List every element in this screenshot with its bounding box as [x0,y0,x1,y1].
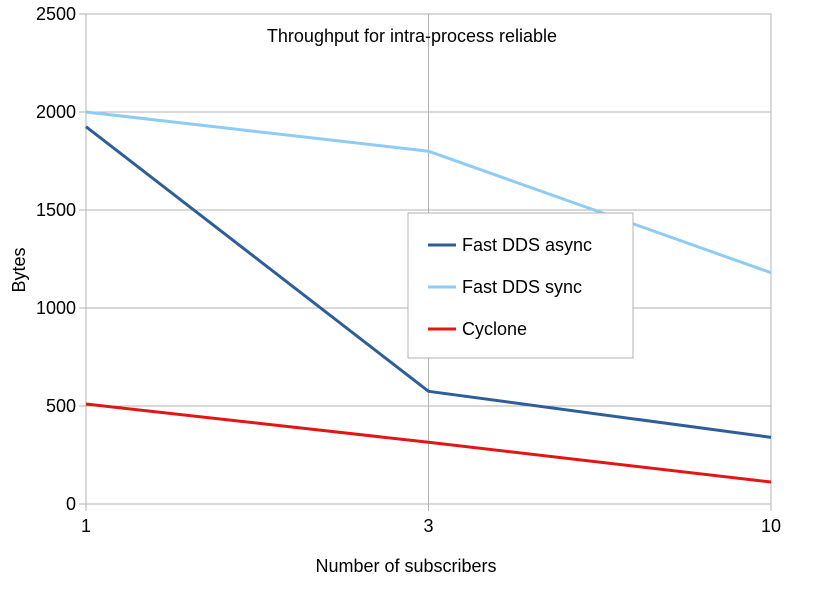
x-tick-label: 1 [81,516,91,536]
y-tick-label: 500 [46,396,76,416]
x-tick-label: 3 [423,516,433,536]
y-tick-label: 2500 [36,4,76,24]
series-line [85,125,772,439]
x-axis-ticks: 1 3 10 [81,504,781,536]
series-line [85,110,772,275]
y-tick-label: 1500 [36,200,76,220]
y-tick-label: 2000 [36,102,76,122]
y-tick-label: 0 [66,494,76,514]
legend: Fast DDS async Fast DDS sync Cyclone [407,212,634,359]
legend-label: Cyclone [462,319,527,339]
y-tick-label: 1000 [36,298,76,318]
y-axis-ticks: 0 500 1000 1500 2000 2500 [36,4,86,514]
legend-label: Fast DDS async [462,235,592,255]
series-lines [85,110,772,484]
x-tick-label: 10 [761,516,781,536]
x-axis-title: Number of subscribers [315,556,496,576]
chart-title: Throughput for intra-process reliable [267,26,557,46]
y-axis-title: Bytes [9,247,29,292]
legend-label: Fast DDS sync [462,277,582,297]
series-line [85,402,772,484]
